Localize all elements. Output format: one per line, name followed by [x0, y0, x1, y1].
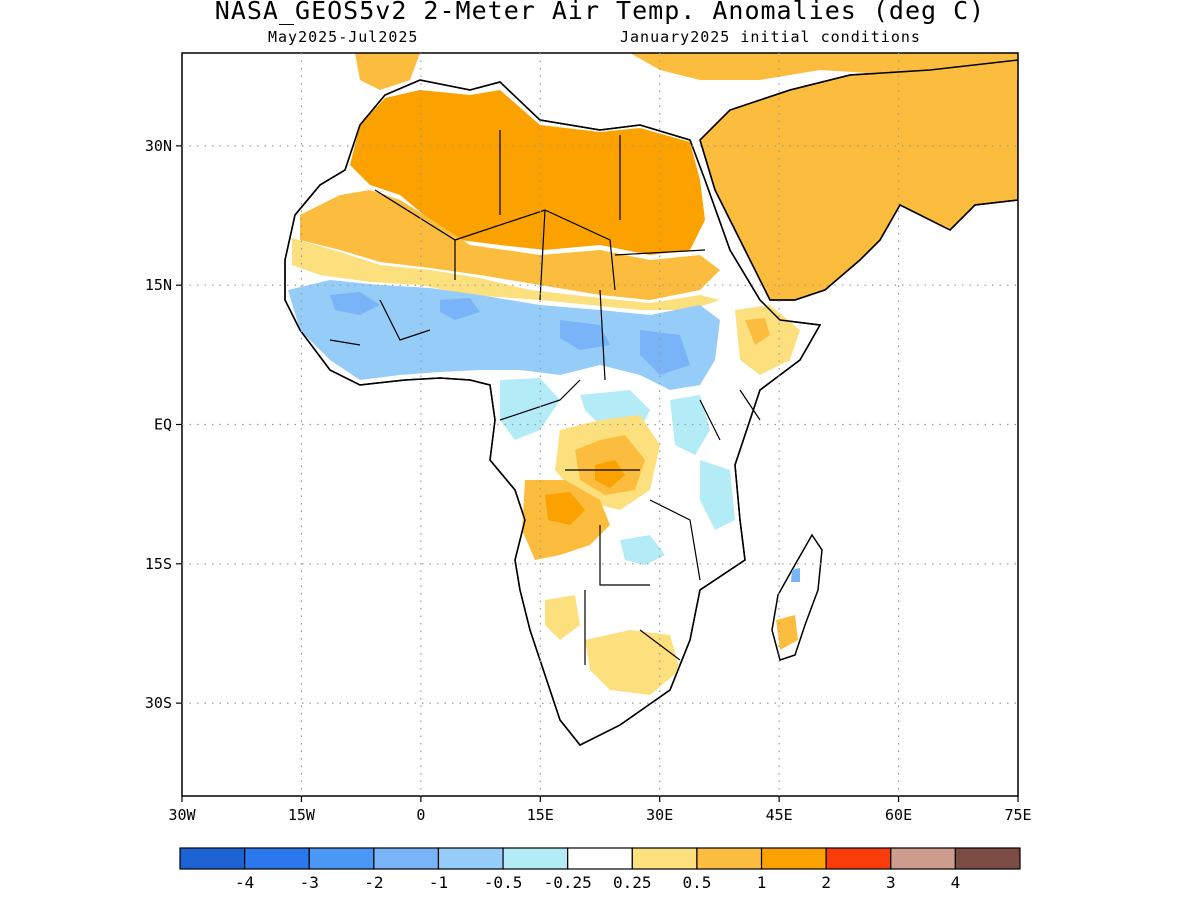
- colorbar-swatch: [631, 847, 698, 870]
- lon-tick-label: 15E: [527, 806, 554, 824]
- colorbar-swatch: [502, 847, 569, 870]
- lon-tick-label: 45E: [766, 806, 793, 824]
- colorbar-swatch: [308, 847, 375, 870]
- lat-tick-label: 30N: [145, 137, 172, 155]
- lat-tick-label: EQ: [154, 416, 172, 434]
- colorbar-tick-label: 0.5: [682, 873, 711, 892]
- sahara-warm-anomaly: [350, 90, 705, 255]
- initial-conditions: January2025 initial conditions: [620, 28, 921, 46]
- colorbar-swatch: [696, 847, 763, 870]
- lon-tick-label: 75E: [1004, 806, 1031, 824]
- colorbar-swatch: [890, 847, 956, 870]
- forecast-period: May2025-Jul2025: [268, 28, 419, 46]
- lon-tick-label: 15W: [288, 806, 316, 824]
- colorbar-swatch: [954, 847, 1021, 870]
- colorbar-tick-label: -3: [300, 873, 319, 892]
- lon-tick-label: 0: [416, 806, 425, 824]
- colorbar-tick-label: 1: [757, 873, 767, 892]
- sahel-cool-anomaly: [288, 280, 720, 390]
- colorbar-swatch: [179, 847, 246, 870]
- lon-tick-label: 30W: [168, 806, 196, 824]
- arabia-land: [699, 59, 1018, 301]
- lat-tick-label: 30S: [145, 694, 172, 712]
- lon-tick-label: 60E: [885, 806, 912, 824]
- colorbar-tick-label: -0.25: [544, 873, 592, 892]
- colorbar-tick-label: -4: [235, 873, 254, 892]
- colorbar-swatch: [760, 847, 827, 870]
- colorbar-tick-label: -0.5: [484, 873, 523, 892]
- map-title: NASA_GEOS5v2 2-Meter Air Temp. Anomalies…: [214, 0, 986, 25]
- lat-tick-label: 15N: [145, 276, 172, 294]
- colorbar-swatch: [825, 847, 892, 870]
- lon-tick-label: 30E: [646, 806, 673, 824]
- colorbar-tick-label: -2: [364, 873, 383, 892]
- colorbar-swatch: [437, 847, 504, 870]
- colorbar-swatch: [373, 847, 440, 870]
- colorbar-tick-label: -1: [429, 873, 448, 892]
- colorbar-swatch: [244, 847, 310, 870]
- colorbar-tick-label: 2: [821, 873, 831, 892]
- colorbar-tick-label: 3: [886, 873, 896, 892]
- colorbar-swatch: [567, 847, 633, 870]
- colorbar-tick-label: 4: [951, 873, 961, 892]
- lat-tick-label: 15S: [145, 555, 172, 573]
- colorbar-tick-label: 0.25: [613, 873, 652, 892]
